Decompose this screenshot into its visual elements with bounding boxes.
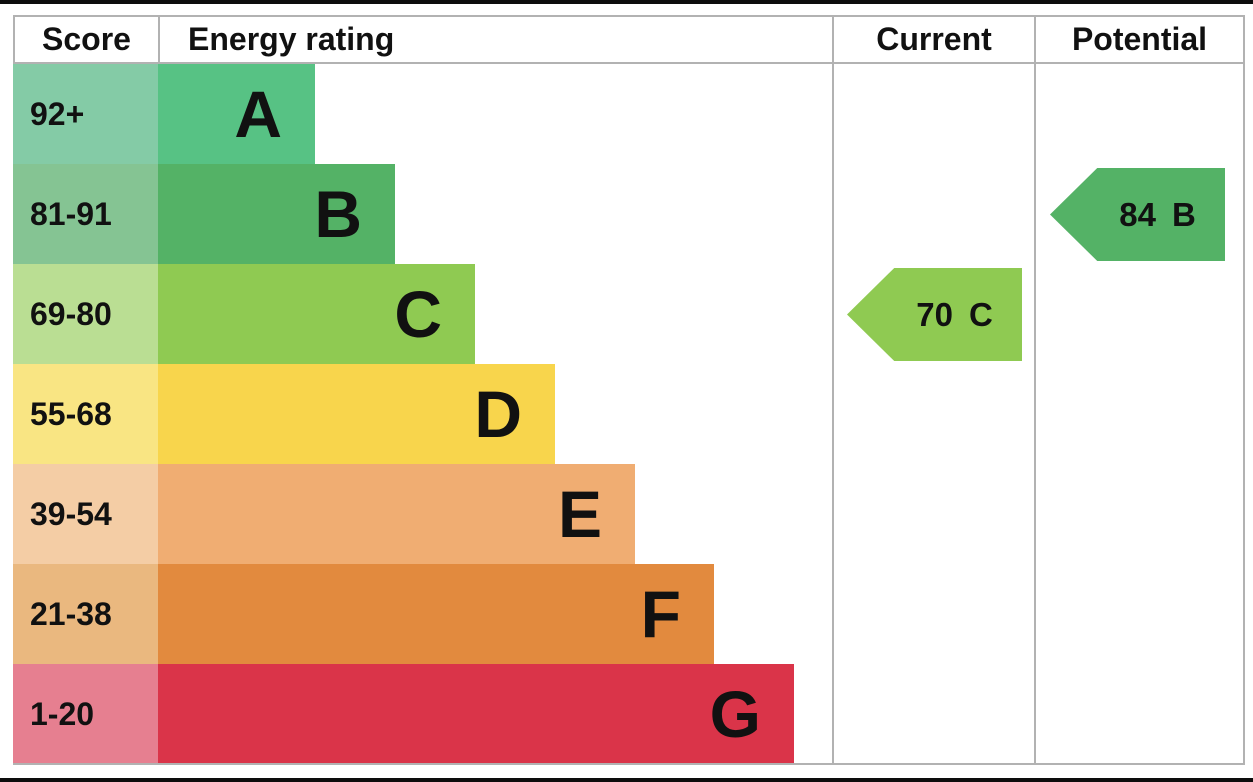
rating-row-c: 69-80 C — [13, 264, 1245, 364]
top-rule — [0, 0, 1253, 4]
potential-score-value: 84 — [1119, 195, 1156, 233]
score-range: 55-68 — [13, 364, 158, 464]
rating-bar-a: A — [158, 64, 315, 164]
rating-letter: C — [394, 277, 442, 351]
score-range: 1-20 — [13, 664, 158, 764]
table-bottom-edge — [13, 763, 1245, 765]
rating-bar-b: B — [158, 164, 395, 264]
rating-letter: E — [557, 477, 602, 551]
rating-bar-e: E — [158, 464, 635, 564]
current-rating-letter: C — [968, 295, 993, 333]
header-energy-rating: Energy rating — [158, 17, 832, 62]
rating-letter: B — [314, 177, 362, 251]
rating-row-g: 1-20 G — [13, 664, 1245, 764]
rating-letter: G — [709, 677, 761, 751]
column-divider-current — [832, 64, 834, 763]
rating-bar-d: D — [158, 364, 555, 464]
header-potential: Potential — [1034, 17, 1245, 62]
rating-table: Score Energy rating Current Potential 92… — [13, 15, 1245, 765]
header-score: Score — [13, 17, 158, 62]
rating-row-f: 21-38 F — [13, 564, 1245, 664]
score-range: 21-38 — [13, 564, 158, 664]
score-range: 39-54 — [13, 464, 158, 564]
score-range: 92+ — [13, 64, 158, 164]
column-divider-potential — [1034, 64, 1036, 763]
rating-bar-c: C — [158, 264, 475, 364]
rating-letter: A — [234, 77, 282, 151]
bottom-rule — [0, 778, 1253, 782]
score-range: 69-80 — [13, 264, 158, 364]
rating-letter: F — [640, 577, 681, 651]
rating-rows: 92+ A 81-91 B 69-80 C 55-68 D 39-54 E 21-38 F 1-20 G — [13, 64, 1245, 764]
rating-row-d: 55-68 D — [13, 364, 1245, 464]
rating-bar-g: G — [158, 664, 794, 764]
header-current: Current — [832, 17, 1034, 62]
rating-row-a: 92+ A — [13, 64, 1245, 164]
table-right-edge — [1243, 64, 1245, 763]
rating-bar-f: F — [158, 564, 714, 664]
score-range: 81-91 — [13, 164, 158, 264]
rating-letter: D — [474, 377, 522, 451]
rating-row-b: 81-91 B — [13, 164, 1245, 264]
table-header: Score Energy rating Current Potential — [13, 15, 1245, 64]
rating-row-e: 39-54 E — [13, 464, 1245, 564]
current-score-value: 70 — [916, 295, 953, 333]
potential-rating-letter: B — [1171, 195, 1196, 233]
